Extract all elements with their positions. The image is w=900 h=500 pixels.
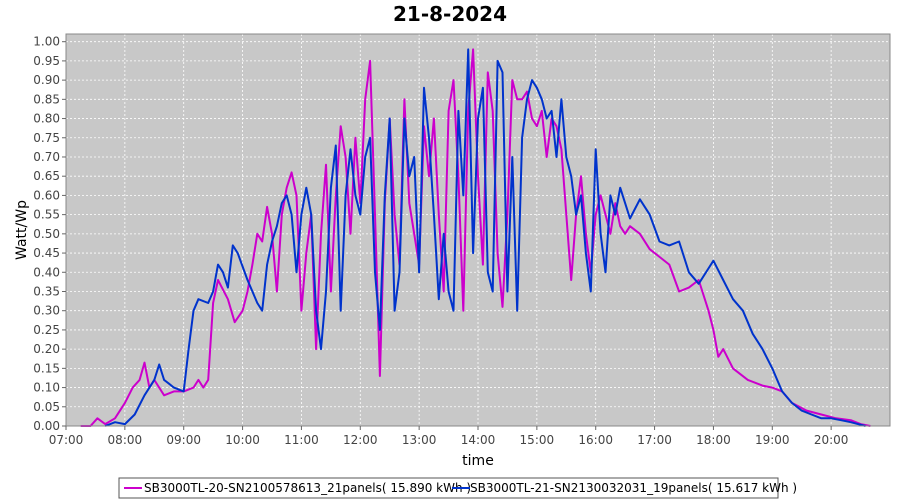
plot-area <box>65 33 891 427</box>
series-line-2 <box>104 48 866 427</box>
y-tick-label: 0.20 <box>33 342 60 356</box>
x-tick-label: 15:00 <box>520 433 555 447</box>
y-tick-label: 1.00 <box>33 35 60 49</box>
x-tick-label: 08:00 <box>108 433 143 447</box>
y-tick-label: 0.95 <box>33 54 60 68</box>
x-tick-label: 16:00 <box>578 433 613 447</box>
y-tick-label: 0.55 <box>33 208 60 222</box>
legend-entry-series-2: SB3000TL-21-SN2130032031_19panels( 15.61… <box>470 481 797 495</box>
x-tick-label: 17:00 <box>637 433 672 447</box>
x-axis-ticks: 07:00 08:00 09:00 10:00 11:00 12:00 13:00 14:00… <box>49 426 849 447</box>
y-tick-label: 0.25 <box>33 323 60 337</box>
y-tick-label: 0.80 <box>33 112 60 126</box>
y-tick-label: 0.00 <box>33 419 60 433</box>
y-tick-label: 0.15 <box>33 361 60 375</box>
y-tick-label: 0.70 <box>33 150 60 164</box>
x-tick-label: 20:00 <box>814 433 849 447</box>
x-axis-label: time <box>462 453 494 469</box>
y-tick-label: 0.45 <box>33 246 60 260</box>
x-tick-label: 19:00 <box>755 433 790 447</box>
x-tick-label: 10:00 <box>225 433 260 447</box>
y-tick-label: 0.75 <box>33 131 60 145</box>
y-tick-label: 0.65 <box>33 169 60 183</box>
legend: SB3000TL-20-SN2100578613_21panels( 15.89… <box>118 477 797 499</box>
legend-box <box>118 477 779 499</box>
x-tick-label: 09:00 <box>166 433 201 447</box>
x-tick-label: 12:00 <box>343 433 378 447</box>
y-tick-label: 0.10 <box>33 381 60 395</box>
y-tick-label: 0.90 <box>33 73 60 87</box>
series-line-1 <box>80 48 871 427</box>
y-tick-label: 0.85 <box>33 92 60 106</box>
chart-title: 21-8-2024 <box>393 2 507 26</box>
y-axis-ticks: 0.00 0.05 0.10 0.15 0.20 0.25 0.30 0.35 0.40 0.45… <box>33 35 66 433</box>
x-tick-label: 13:00 <box>402 433 437 447</box>
y-tick-label: 0.05 <box>33 400 60 414</box>
y-tick-label: 0.35 <box>33 284 60 298</box>
x-tick-label: 14:00 <box>461 433 496 447</box>
legend-entry-series-1: SB3000TL-20-SN2100578613_21panels( 15.89… <box>144 481 471 495</box>
x-tick-label: 11:00 <box>284 433 319 447</box>
y-tick-label: 0.30 <box>33 304 60 318</box>
y-tick-label: 0.60 <box>33 188 60 202</box>
x-tick-label: 07:00 <box>49 433 84 447</box>
y-tick-label: 0.50 <box>33 227 60 241</box>
series-lines <box>80 48 871 427</box>
y-tick-label: 0.40 <box>33 265 60 279</box>
x-tick-label: 18:00 <box>696 433 731 447</box>
y-axis-label: Watt/Wp <box>14 200 30 260</box>
